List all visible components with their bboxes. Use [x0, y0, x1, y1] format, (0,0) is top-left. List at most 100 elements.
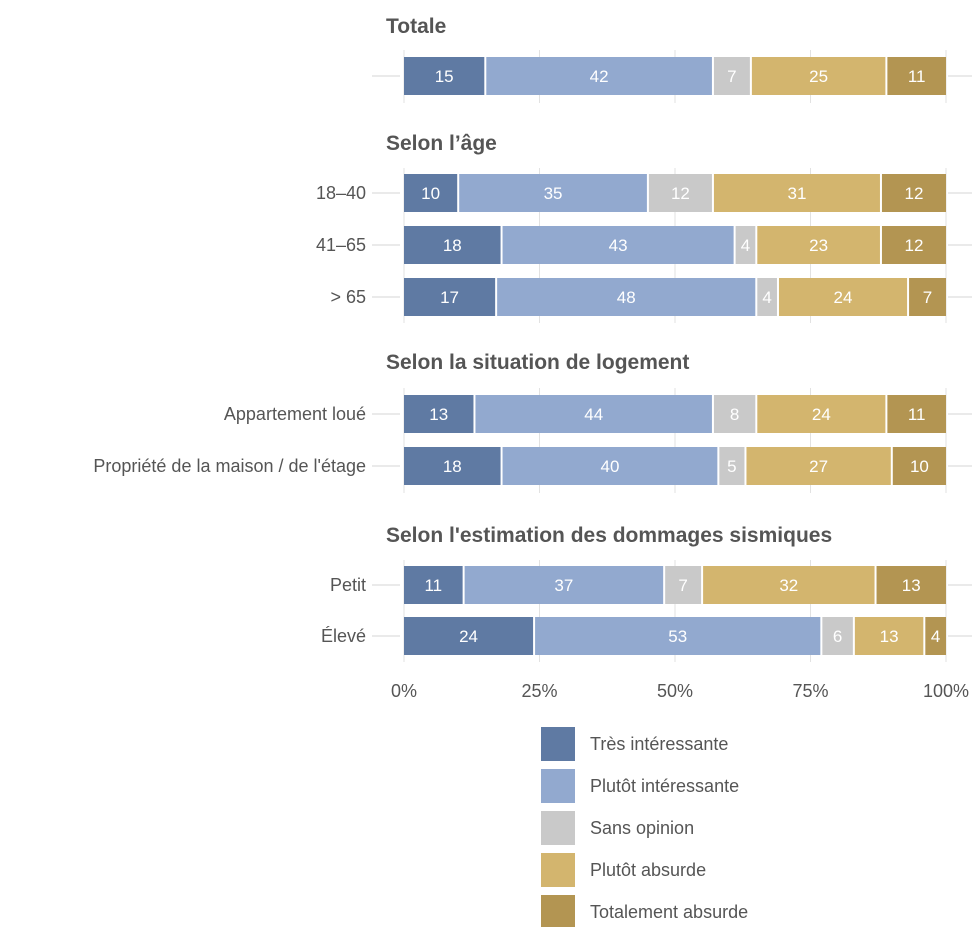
bar-segment: [404, 617, 534, 655]
bar-value-label: 44: [584, 405, 603, 424]
bar-segment: [887, 57, 946, 95]
row-label: Petit: [330, 575, 366, 595]
bar-segment: [475, 395, 712, 433]
bar-value-label: 27: [809, 457, 828, 476]
bar-value-label: 10: [421, 184, 440, 203]
bar-value-label: 12: [671, 184, 690, 203]
bar-segment: [892, 447, 946, 485]
bar-value-label: 42: [590, 67, 609, 86]
bar-value-label: 24: [812, 405, 831, 424]
x-tick-label: 25%: [521, 681, 557, 701]
bar-value-label: 10: [910, 457, 929, 476]
legend-swatch: [541, 811, 575, 845]
x-tick-label: 100%: [923, 681, 969, 701]
bar-segment: [502, 447, 718, 485]
bar-value-label: 24: [834, 288, 853, 307]
bar-value-label: 48: [617, 288, 636, 307]
bar-segment: [909, 278, 946, 316]
bar-segment: [876, 566, 946, 604]
bar-segment: [735, 226, 756, 264]
bar-segment: [854, 617, 924, 655]
bar-value-label: 17: [440, 288, 459, 307]
bar-value-label: 18: [443, 236, 462, 255]
bar-value-label: 43: [609, 236, 628, 255]
bar-value-label: 7: [727, 67, 736, 86]
bar-segment: [881, 226, 946, 264]
bar-segment: [535, 617, 821, 655]
group-title: Selon la situation de logement: [386, 351, 689, 374]
bar-value-label: 53: [668, 627, 687, 646]
bar-value-label: 40: [600, 457, 619, 476]
bar-segment: [757, 395, 886, 433]
bar-segment: [404, 57, 485, 95]
bar-segment: [751, 57, 886, 95]
group: Selon l’âge 18–40 10 35 12 31 12 41–65 18 43 4 23 12…: [316, 132, 972, 316]
bar-segment: [404, 395, 474, 433]
bar-segment: [713, 57, 750, 95]
bar-value-label: 12: [905, 184, 924, 203]
bar-segment: [404, 278, 496, 316]
bar-segment: [925, 617, 946, 655]
row-label: 18–40: [316, 183, 366, 203]
row-label: 41–65: [316, 235, 366, 255]
bar-value-label: 31: [787, 184, 806, 203]
bar-value-label: 13: [429, 405, 448, 424]
bar-segment: [746, 447, 891, 485]
bar-value-label: 23: [809, 236, 828, 255]
legend-swatch: [541, 727, 575, 761]
bar-value-label: 15: [435, 67, 454, 86]
legend-label: Totalement absurde: [590, 902, 748, 922]
x-tick-label: 0%: [391, 681, 417, 701]
bar-value-label: 4: [762, 288, 771, 307]
group: Selon la situation de logement Appartemen…: [93, 351, 972, 485]
group-title: Totale: [386, 15, 446, 38]
legend-swatch: [541, 895, 575, 927]
bar-value-label: 6: [833, 627, 842, 646]
row-label: Appartement loué: [224, 404, 366, 424]
bar-segment: [703, 566, 875, 604]
row-label: > 65: [330, 287, 366, 307]
bar-value-label: 11: [908, 67, 926, 86]
bar-value-label: 37: [554, 576, 573, 595]
x-tick-label: 75%: [792, 681, 828, 701]
bar-value-label: 11: [424, 576, 442, 595]
bar-segment: [464, 566, 664, 604]
bar-value-label: 13: [902, 576, 921, 595]
bar-segment: [822, 617, 853, 655]
bar-segment: [665, 566, 702, 604]
bar-segment: [486, 57, 712, 95]
group: Totale 15 42 7 25 11: [372, 15, 972, 95]
bar-segment: [497, 278, 756, 316]
bar-segment: [713, 174, 880, 212]
bar-value-label: 13: [880, 627, 899, 646]
bar-value-label: 12: [905, 236, 924, 255]
bar-segment: [404, 566, 463, 604]
x-tick-label: 50%: [657, 681, 693, 701]
bar-value-label: 8: [730, 405, 739, 424]
x-axis: 0% 25% 50% 75% 100%: [391, 681, 969, 701]
group-title: Selon l’âge: [386, 132, 497, 155]
legend-swatch: [541, 853, 575, 887]
bar-segment: [887, 395, 946, 433]
bar-segment: [404, 226, 501, 264]
bar-value-label: 4: [931, 627, 940, 646]
legend-swatch: [541, 769, 575, 803]
bar-value-label: 25: [809, 67, 828, 86]
bar-value-label: 11: [908, 405, 926, 424]
legend: Très intéressante Plutôt intéressante Sans…: [541, 727, 748, 927]
bar-value-label: 5: [727, 457, 736, 476]
bar-value-label: 7: [923, 288, 932, 307]
legend-label: Plutôt intéressante: [590, 776, 739, 796]
row-label: Élevé: [321, 626, 366, 646]
row-label: Propriété de la maison / de l'étage: [93, 456, 366, 476]
bar-value-label: 32: [779, 576, 798, 595]
bar-value-label: 7: [678, 576, 687, 595]
group: Selon l'estimation des dommages sismique…: [321, 524, 972, 655]
bar-segment: [881, 174, 946, 212]
legend-label: Sans opinion: [590, 818, 694, 838]
bar-segment: [459, 174, 647, 212]
bar-segment: [713, 395, 756, 433]
bar-value-label: 24: [459, 627, 478, 646]
